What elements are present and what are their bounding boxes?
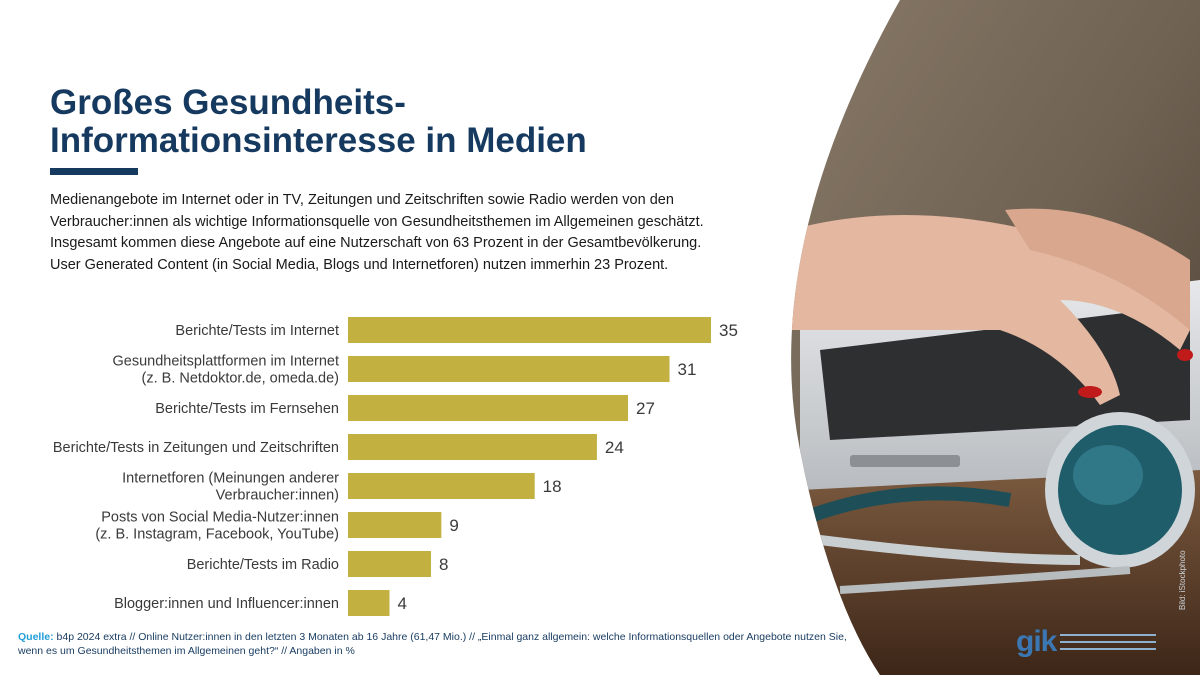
- intro-line: Medienangebote im Internet oder in TV, Z…: [50, 192, 674, 208]
- title-underline: [50, 168, 138, 175]
- bar: [348, 395, 629, 421]
- bar-value-label: 35: [719, 321, 738, 340]
- bar: [348, 317, 711, 343]
- intro-line: User Generated Content (in Social Media,…: [50, 256, 669, 273]
- bar: [348, 473, 535, 499]
- bar: [348, 434, 597, 460]
- category-label: Blogger:innen und Influencer:innen: [114, 596, 339, 612]
- bar-value-label: 24: [605, 438, 624, 457]
- category-label: (z. B. Instagram, Facebook, YouTube): [95, 527, 339, 543]
- bar-value-label: 18: [543, 477, 562, 496]
- title-line-2: Informationsinteresse in Medien: [50, 121, 587, 160]
- gik-logo: gik: [1016, 626, 1156, 662]
- category-label: Berichte/Tests in Zeitungen und Zeitschr…: [53, 440, 339, 456]
- intro-line: Verbraucher:innen als wichtige Informati…: [50, 213, 704, 230]
- bar-chart: 35 Berichte/Tests im Internet 31 Gesundheit…: [53, 317, 738, 616]
- source-text: b4p 2024 extra // Online Nutzer:innen in…: [18, 631, 847, 657]
- category-label: Gesundheitsplattformen im Internet: [113, 354, 339, 370]
- bar-value-label: 9: [449, 516, 458, 535]
- intro-line: Insgesamt kommen diese Angebote auf eine…: [50, 235, 702, 251]
- category-label: (z. B. Netdoktor.de, omeda.de): [142, 371, 339, 387]
- category-label: Posts von Social Media-Nutzer:innen: [101, 510, 339, 526]
- page-title: Großes Gesundheits- Informationsinteress…: [50, 84, 770, 160]
- bar-value-label: 31: [678, 360, 697, 379]
- bar: [348, 512, 442, 538]
- source-footnote: Quelle: b4p 2024 extra // Online Nutzer:…: [18, 631, 868, 658]
- intro-text: Medienangebote im Internet oder in TV, Z…: [50, 190, 750, 276]
- category-label: Berichte/Tests im Internet: [175, 323, 339, 339]
- logo-text: gik: [1016, 625, 1057, 658]
- bar-value-label: 8: [439, 555, 448, 574]
- title-line-1: Großes Gesundheits-: [50, 83, 406, 122]
- bar-value-label: 4: [397, 594, 406, 613]
- logo-tagline-graphic: [1060, 634, 1156, 652]
- photo-credit: Bild: iStockphoto: [1178, 550, 1187, 610]
- bar: [348, 356, 670, 382]
- source-label: Quelle:: [18, 631, 54, 643]
- category-label: Verbraucher:innen): [216, 488, 339, 504]
- bar: [348, 590, 390, 616]
- bar: [348, 551, 431, 577]
- category-label: Berichte/Tests im Fernsehen: [155, 401, 339, 417]
- bar-value-label: 27: [636, 399, 655, 418]
- category-label: Internetforen (Meinungen anderer: [122, 471, 339, 487]
- category-label: Berichte/Tests im Radio: [187, 557, 339, 573]
